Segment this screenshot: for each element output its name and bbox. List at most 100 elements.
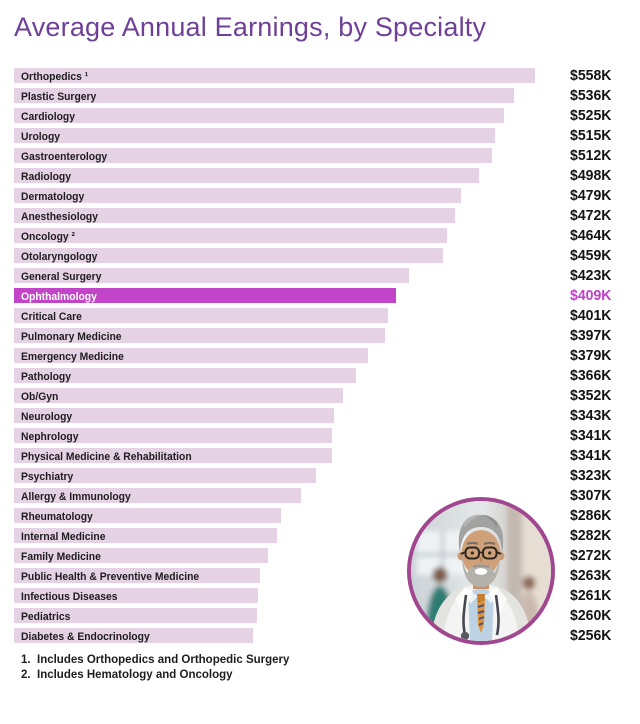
bar-row: Ob/Gyn $352K [14,388,630,408]
bar: Critical Care [14,308,388,323]
bar-value: $401K [570,308,612,324]
bar: Urology [14,128,495,143]
bar: Otolaryngology [14,248,443,263]
bar-label: Public Health & Preventive Medicine [21,571,200,583]
bar-value: $286K [570,508,612,524]
footnote-1-text: Includes Orthopedics and Orthopedic Surg… [37,654,290,666]
bar-row: Physical Medicine & Rehabilitation $341K [14,448,630,468]
bar-value: $464K [570,228,612,244]
bar-row: Emergency Medicine $379K [14,348,630,368]
bar-label: Family Medicine [21,551,101,563]
bar: Cardiology [14,108,504,123]
bar-label: Gastroenterology [21,151,108,163]
bar: Oncology ² [14,228,447,243]
bar: Physical Medicine & Rehabilitation [14,448,332,463]
bar-value: $366K [570,368,612,384]
bar-label: Otolaryngology [21,251,98,263]
bar-label: Plastic Surgery [21,91,97,103]
bar: Plastic Surgery [14,88,514,103]
bar-label: Urology [21,131,61,143]
bar: Pediatrics [14,608,257,623]
bar-value: $307K [570,488,612,504]
bar-value: $341K [570,428,612,444]
bar-value: $409K [570,288,612,304]
bar-row: Infectious Diseases $261K [14,588,630,608]
bar-label: Internal Medicine [21,531,106,543]
bar-label: General Surgery [21,271,102,283]
footnote-2-text: Includes Hematology and Oncology [37,668,233,681]
bar-value: $341K [570,448,612,464]
bar-chart: Orthopedics ¹ $558K Plastic Surgery $536K Ca… [14,68,630,648]
bar-row: Neurology $343K [14,408,630,428]
bar-value: $536K [570,88,612,104]
bar-value: $472K [570,208,612,224]
footnotes: 1. Includes Orthopedics and Orthopedic Su… [21,653,289,682]
bar-row: Cardiology $525K [14,108,630,128]
footnote-1: 1. Includes Orthopedics and Orthopedic Su… [21,653,289,668]
bar-label: Neurology [21,411,73,423]
bar-row: Pulmonary Medicine $397K [14,328,630,348]
bar: Allergy & Immunology [14,488,301,503]
bar-row: General Surgery $423K [14,268,630,288]
bar: Pathology [14,368,356,383]
bar-value: $479K [570,188,612,204]
bar-row: Nephrology $341K [14,428,630,448]
bar-label: Pediatrics [21,611,71,623]
bar: Radiology [14,168,479,183]
bar-label: Radiology [21,171,71,183]
bar-value: $515K [570,128,612,144]
doctor-portrait-illustration [411,501,551,641]
footnote-2: 2. Includes Hematology and Oncology [21,668,289,683]
bar-row: Urology $515K [14,128,630,148]
bar-row: Orthopedics ¹ $558K [14,68,630,88]
bar-row: Radiology $498K [14,168,630,188]
bar-label: Orthopedics ¹ [21,71,89,83]
bar-label: Ophthalmology [21,291,97,303]
bar-label: Nephrology [21,431,79,443]
bar-value: $323K [570,468,612,484]
bar-row: Plastic Surgery $536K [14,88,630,108]
bar-row: Otolaryngology $459K [14,248,630,268]
bar-value: $397K [570,328,612,344]
bar-row: Diabetes & Endocrinology $256K [14,628,630,648]
bar: Dermatology [14,188,461,203]
bar: Family Medicine [14,548,268,563]
bar-label: Rheumatology [21,511,93,523]
bar-rows: Orthopedics ¹ $558K Plastic Surgery $536K Ca… [14,68,630,648]
bar-value: $379K [570,348,612,364]
doctor-figure [431,514,531,641]
bar-row: Allergy & Immunology $307K [14,488,630,508]
bar-value: $263K [570,568,612,584]
bar: Anesthesiology [14,208,455,223]
bar-label: Dermatology [21,191,85,203]
bar-label: Physical Medicine & Rehabilitation [21,451,192,463]
bar-label: Cardiology [21,111,76,123]
bar-label: Diabetes & Endocrinology [21,631,150,643]
bar-value: $459K [570,248,612,264]
doctor-portrait-photo [407,497,555,645]
bar: Internal Medicine [14,528,277,543]
bar-label: Anesthesiology [21,211,98,223]
bar-value: $282K [570,528,612,544]
bar: Diabetes & Endocrinology [14,628,253,643]
bar: Pulmonary Medicine [14,328,385,343]
bar-value: $261K [570,588,612,604]
bar-value: $272K [570,548,612,564]
bar-row: Internal Medicine $282K [14,528,630,548]
bar-row: Psychiatry $323K [14,468,630,488]
bar: Psychiatry [14,468,316,483]
bar-row: Dermatology $479K [14,188,630,208]
bar-label: Psychiatry [21,471,74,483]
bar-label: Critical Care [21,311,82,323]
bar-row: Oncology ² $464K [14,228,630,248]
bar: Orthopedics ¹ [14,68,535,83]
bar-value: $352K [570,388,612,404]
bar-row: Critical Care $401K [14,308,630,328]
bar-row: Family Medicine $272K [14,548,630,568]
bar-row: Gastroenterology $512K [14,148,630,168]
bar-label: Ob/Gyn [21,391,59,403]
bar-label: Infectious Diseases [21,591,118,603]
bar: Ob/Gyn [14,388,343,403]
bar-label: Oncology ² [21,231,76,243]
